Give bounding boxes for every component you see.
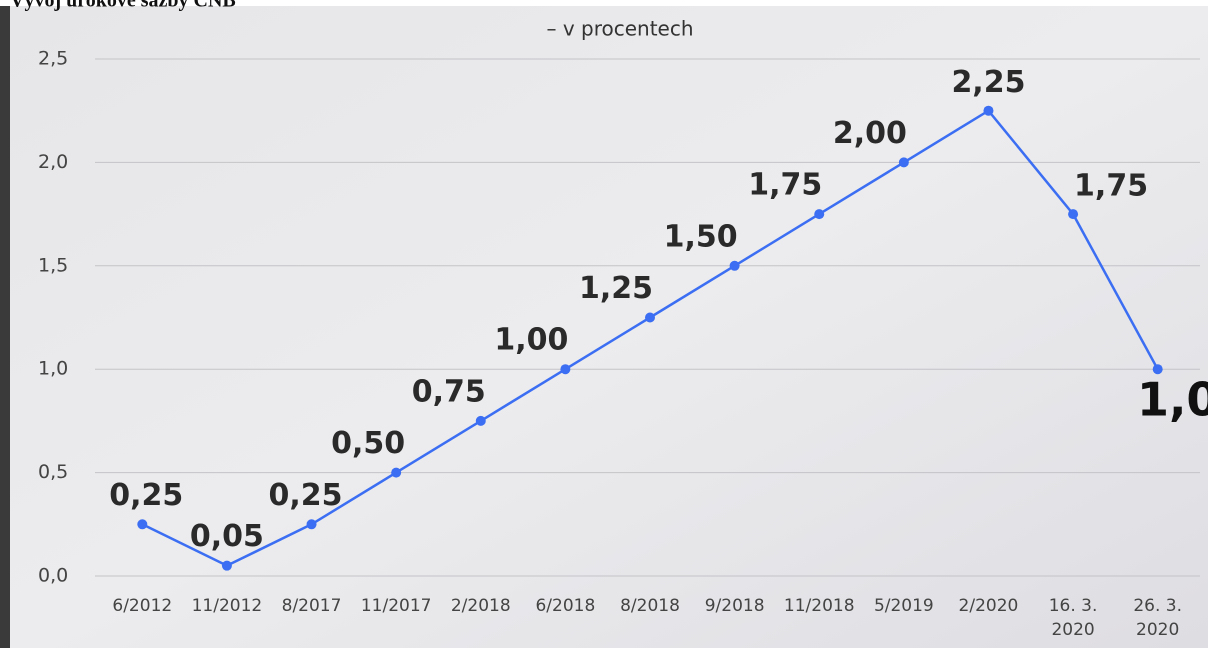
data-label: 0,25 xyxy=(109,478,183,513)
data-label: 1,00 xyxy=(1137,373,1208,427)
data-point xyxy=(137,519,148,530)
data-label: 0,25 xyxy=(269,478,343,513)
y-tick-label: 2,0 xyxy=(38,151,68,173)
y-tick-label: 0,0 xyxy=(38,565,68,587)
data-label: 1,75 xyxy=(1074,169,1148,204)
data-point xyxy=(306,519,317,530)
y-tick-label: 1,5 xyxy=(38,254,68,276)
x-tick-label: 11/2012 xyxy=(192,596,263,616)
data-label: 1,50 xyxy=(664,219,738,254)
edge xyxy=(0,6,10,648)
x-tick-label: 5/2019 xyxy=(874,596,934,616)
x-tick-label: 11/2018 xyxy=(784,596,855,616)
data-point xyxy=(814,209,825,220)
x-tick-label: 9/2018 xyxy=(705,596,765,616)
data-point xyxy=(898,157,909,168)
data-point xyxy=(475,415,486,426)
data-label: 1,00 xyxy=(494,323,568,358)
data-point xyxy=(729,260,740,271)
data-point xyxy=(1068,209,1079,220)
x-tick-label: 26. 3. 2020 xyxy=(1133,596,1182,640)
y-tick-label: 0,5 xyxy=(38,461,68,483)
data-point xyxy=(560,364,571,375)
x-tick-label: 11/2017 xyxy=(361,596,432,616)
data-point xyxy=(1152,364,1163,375)
x-tick-label: 2/2020 xyxy=(959,596,1019,616)
data-label: 2,00 xyxy=(833,116,907,151)
x-tick-label: 8/2018 xyxy=(620,596,680,616)
x-tick-label: 16. 3. 2020 xyxy=(1049,596,1098,640)
x-tick-label: 8/2017 xyxy=(282,596,342,616)
y-tick-label: 2,5 xyxy=(38,48,68,70)
background xyxy=(10,6,1208,648)
data-label: 0,75 xyxy=(412,374,486,409)
data-label: 2,25 xyxy=(951,65,1025,100)
x-tick-label: 6/2012 xyxy=(112,596,172,616)
data-point xyxy=(983,105,994,116)
data-point xyxy=(221,560,232,571)
data-label: 1,75 xyxy=(748,168,822,203)
data-point xyxy=(391,467,402,478)
data-label: 0,05 xyxy=(190,519,264,554)
data-label: 1,25 xyxy=(579,271,653,306)
data-label: 0,50 xyxy=(331,426,405,461)
y-tick-label: 1,0 xyxy=(38,358,68,380)
data-point xyxy=(645,312,655,323)
chart-title: Vývoj úrokové sazby ČNB xyxy=(10,0,236,12)
x-tick-label: 6/2018 xyxy=(535,596,595,616)
x-tick-label: 2/2018 xyxy=(451,596,511,616)
chart-subtitle: – v procentech xyxy=(546,17,693,41)
